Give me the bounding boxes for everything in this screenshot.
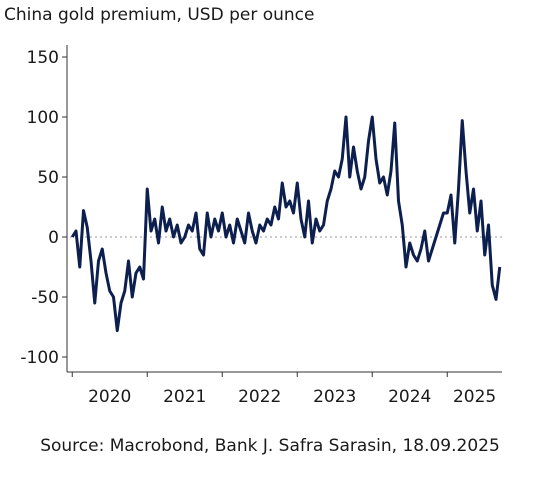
y-tick-label: -50 [31, 288, 59, 308]
x-tick-label: 2022 [238, 387, 281, 407]
x-tick-label: 2020 [88, 387, 131, 407]
y-tick-label: 100 [27, 108, 59, 128]
x-tick-label: 2023 [313, 387, 356, 407]
y-tick-label: 150 [27, 48, 59, 68]
data-line [70, 115, 502, 333]
x-tick-label: 2024 [388, 387, 431, 407]
x-tick-label: 2021 [163, 387, 206, 407]
x-tick-label: 2025 [453, 387, 496, 407]
y-tick-label: 0 [48, 228, 59, 248]
y-tick-label: 50 [37, 168, 59, 188]
y-tick-label: -100 [20, 348, 59, 368]
chart-title: China gold premium, USD per ounce [4, 5, 315, 25]
source-note: Source: Macrobond, Bank J. Safra Sarasin… [40, 436, 500, 456]
